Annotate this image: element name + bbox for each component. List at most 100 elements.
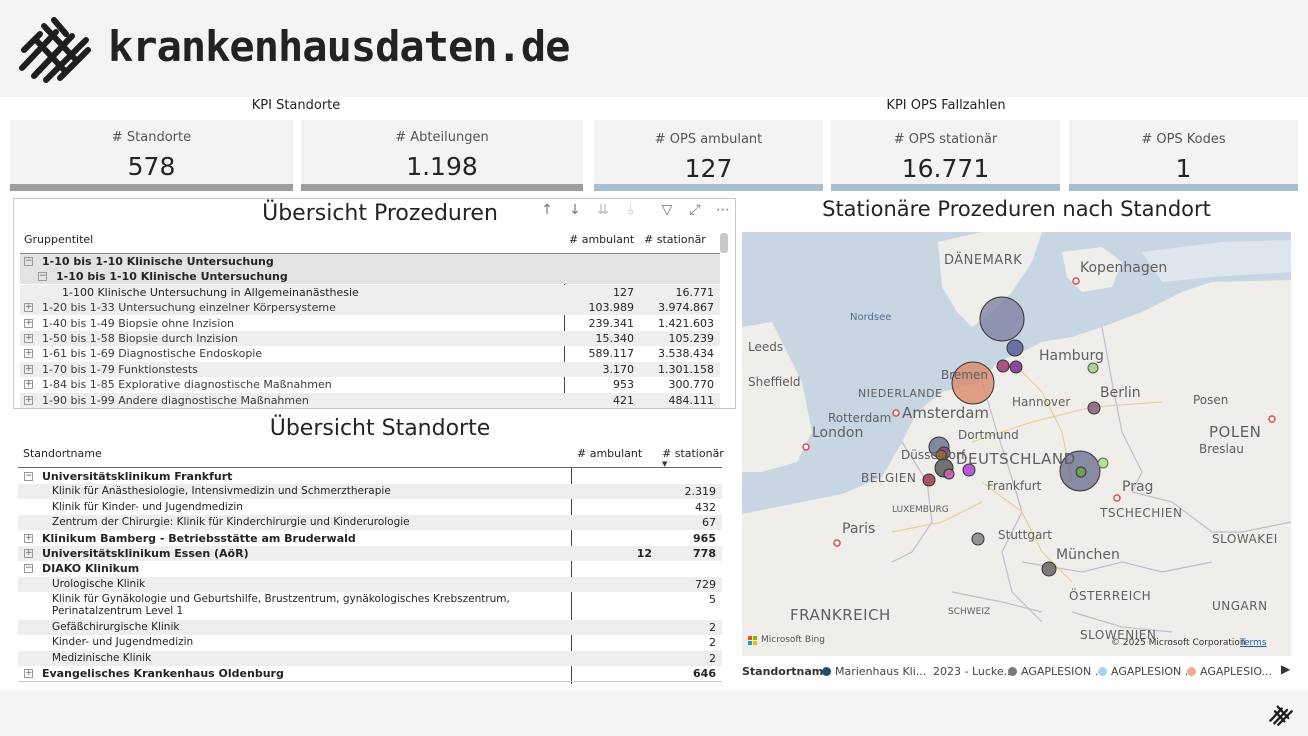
map-label: Berlin xyxy=(1100,385,1141,401)
expand-icon[interactable]: + xyxy=(24,318,33,328)
collapse-icon[interactable]: − xyxy=(24,256,33,266)
legend-title: Standortname xyxy=(742,665,831,678)
standorte-row[interactable]: Kinder- und Jugendmedizin 2 xyxy=(18,635,722,650)
cell-stationaer: 16.771 xyxy=(675,286,715,299)
scrollbar-thumb[interactable] xyxy=(720,233,728,253)
col-header-gruppentitel[interactable]: Gruppentitel xyxy=(24,233,94,246)
expand-icon[interactable]: + xyxy=(24,395,33,405)
row-label: Universitätsklinikum Essen (AöR) xyxy=(42,547,249,560)
terms-link[interactable]: Terms xyxy=(1240,638,1267,648)
expand-icon[interactable]: + xyxy=(24,668,33,678)
standorte-row[interactable]: Medizinische Klinik 2 xyxy=(18,651,722,666)
col-header-stationaer[interactable]: # stationär xyxy=(644,233,706,246)
cell-ambulant: 239.341 xyxy=(588,317,635,330)
row-label: DIAKO Klinikum xyxy=(42,562,140,575)
standorte-row[interactable]: Zentrum der Chirurgie: Klinik für Kinder… xyxy=(18,515,722,530)
legend-item[interactable]: AGAPLESION ... xyxy=(1098,665,1195,678)
standorte-title: Übersicht Standorte xyxy=(269,416,491,441)
expand-icon[interactable]: + xyxy=(24,333,33,343)
standorte-row[interactable]: Gefäßchirurgische Klinik 2 xyxy=(18,620,722,635)
standorte-row[interactable]: Klinik für Kinder- und Jugendmedizin 432 xyxy=(18,500,722,515)
prozeduren-row[interactable]: +1-70 bis 1-79 Funktionstests 3.170 1.301.… xyxy=(20,362,720,377)
legend-marker xyxy=(1008,667,1017,676)
sort-down-icon[interactable]: ↓ xyxy=(569,202,581,218)
location-bubble xyxy=(979,296,1025,342)
prozeduren-row[interactable]: +1-90 bis 1-99 Andere diagnostische Maßn… xyxy=(20,393,720,408)
prozeduren-row[interactable]: +1-61 bis 1-69 Diagnostische Endoskopie 5… xyxy=(20,346,720,361)
standorte-row[interactable]: − DIAKO Klinikum xyxy=(18,561,722,576)
standorte-row[interactable]: + Klinikum Bamberg - Betriebsstätte am Br… xyxy=(18,531,722,546)
sort-descending-icon[interactable]: ▼ xyxy=(662,460,668,468)
map-visual[interactable]: DÄNEMARK Kopenhagen Nordsee Leeds Sheffi… xyxy=(742,232,1291,656)
kpi-label: # OPS ambulant xyxy=(654,132,763,147)
drill-down-icon[interactable]: ⫰ xyxy=(627,202,635,218)
collapse-icon[interactable]: − xyxy=(24,563,33,573)
kpi-value: 127 xyxy=(684,154,733,183)
collapse-icon[interactable]: − xyxy=(24,471,33,481)
legend-next-icon[interactable]: ▶ xyxy=(1281,662,1291,676)
row-label: Evangelisches Krankenhaus Oldenburg xyxy=(42,667,284,680)
kpi-card-standorte[interactable]: # Standorte 578 xyxy=(10,120,293,191)
prozeduren-row[interactable]: +1-20 bis 1-33 Untersuchung einzelner Kö… xyxy=(20,300,720,315)
prozeduren-row[interactable]: +1-50 bis 1-58 Biopsie durch Inzision 15.… xyxy=(20,331,720,346)
cell-stationaer: 646 xyxy=(693,667,716,680)
col-header-ambulant[interactable]: # ambulant xyxy=(569,233,635,246)
site-logo-text[interactable]: krankenhausdaten.de xyxy=(108,22,570,71)
row-label: Zentrum der Chirurgie: Klinik für Kinder… xyxy=(52,516,410,528)
cell-stationaer: 729 xyxy=(695,578,716,591)
table-bottom-border xyxy=(18,681,722,682)
prozeduren-row[interactable]: −1-10 bis 1-10 Klinische Untersuchung xyxy=(20,269,720,284)
kpi-card-ops-kodes[interactable]: # OPS Kodes 1 xyxy=(1069,120,1298,191)
expand-icon[interactable]: + xyxy=(24,533,33,543)
sort-up-icon[interactable]: ↑ xyxy=(541,202,553,218)
kpi-label: # OPS Kodes xyxy=(1141,132,1226,147)
more-options-icon[interactable]: ⋯ xyxy=(716,202,730,218)
standorte-row[interactable]: Urologische Klinik 729 xyxy=(18,577,722,592)
prozeduren-row[interactable]: +1-84 bis 1-85 Explorative diagnostische… xyxy=(20,377,720,392)
standorte-row[interactable]: − Universitätsklinikum Frankfurt xyxy=(18,469,722,484)
expand-icon[interactable]: + xyxy=(24,548,33,558)
focus-mode-icon[interactable]: ⤢ xyxy=(689,202,701,218)
kpi-accent-bar xyxy=(301,184,583,191)
legend-item[interactable]: AGAPLESIO... xyxy=(1187,665,1272,678)
standorte-row[interactable]: + Universitätsklinikum Essen (AöR) 12 778 xyxy=(18,546,722,561)
standorte-row[interactable]: + Evangelisches Krankenhaus Oldenburg 646 xyxy=(18,666,722,681)
col-header-stationaer[interactable]: # stationär xyxy=(662,447,724,460)
col-header-standortname[interactable]: Standortname xyxy=(23,447,102,460)
row-label: 1-10 bis 1-10 Klinische Untersuchung xyxy=(56,270,288,283)
row-label: Urologische Klinik xyxy=(52,578,146,590)
row-label: Klinik für Kinder- und Jugendmedizin xyxy=(52,501,243,513)
kpi-accent-bar xyxy=(10,184,293,191)
expand-all-icon[interactable]: ⇊ xyxy=(597,202,609,218)
legend-item[interactable]: Marienhaus Kli... xyxy=(822,665,926,678)
prozeduren-row[interactable]: −1-10 bis 1-10 Klinische Untersuchung xyxy=(20,254,720,269)
kpi-card-abteilungen[interactable]: # Abteilungen 1.198 xyxy=(301,120,583,191)
standorte-row[interactable]: Klinik für Anästhesiologie, Intensivmedi… xyxy=(18,484,722,499)
legend-item[interactable]: 2023 - Lucke... xyxy=(933,665,1014,678)
location-bubble xyxy=(1006,339,1024,357)
prozeduren-row[interactable]: 1-100 Klinische Untersuchung in Allgemei… xyxy=(20,285,720,300)
prozeduren-visual-frame[interactable] xyxy=(13,198,736,409)
expand-icon[interactable]: + xyxy=(24,364,33,374)
prozeduren-row[interactable]: +1-40 bis 1-49 Biopsie ohne Inzision 239.… xyxy=(20,316,720,331)
legend-item-label: Marienhaus Kli... xyxy=(835,665,927,678)
location-bubble xyxy=(1087,362,1099,374)
expand-icon[interactable]: + xyxy=(24,379,33,389)
section-title-kpi-ops: KPI OPS Fallzahlen xyxy=(886,98,1006,113)
row-label: 1-100 Klinische Untersuchung in Allgemei… xyxy=(62,286,359,299)
cell-stationaer: 2.319 xyxy=(684,485,717,498)
col-header-ambulant[interactable]: # ambulant xyxy=(577,447,643,460)
standorte-row[interactable]: Klinik für Gynäkologie und Geburtshilfe,… xyxy=(18,592,722,620)
cell-stationaer: 965 xyxy=(693,532,716,545)
row-label: 1-90 bis 1-99 Andere diagnostische Maßna… xyxy=(42,394,309,407)
kpi-card-ops-ambulant[interactable]: # OPS ambulant 127 xyxy=(594,120,823,191)
map-label: Posen xyxy=(1193,393,1229,407)
collapse-icon[interactable]: − xyxy=(38,271,47,281)
filter-icon[interactable]: ▽ xyxy=(661,202,673,218)
prozeduren-title: Übersicht Prozeduren xyxy=(262,201,498,226)
expand-icon[interactable]: + xyxy=(24,348,33,358)
row-label: Universitätsklinikum Frankfurt xyxy=(42,470,233,483)
legend-item[interactable]: AGAPLESION ... xyxy=(1008,665,1105,678)
expand-icon[interactable]: + xyxy=(24,302,33,312)
kpi-card-ops-stationaer[interactable]: # OPS stationär 16.771 xyxy=(831,120,1060,191)
